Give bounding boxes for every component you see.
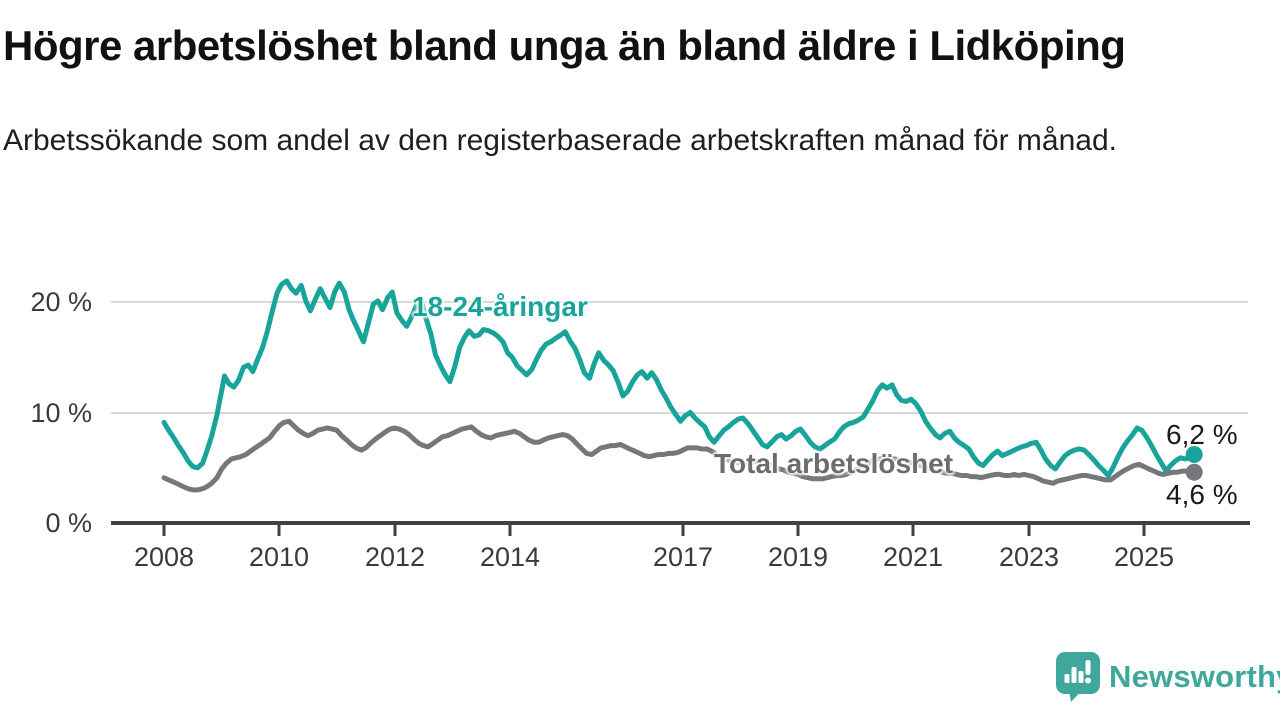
total-line <box>161 418 1197 493</box>
newsworthy-wordmark: Newsworthy <box>1109 659 1280 694</box>
exclamation-bar <box>1085 660 1091 675</box>
youth-end-dot <box>1185 446 1203 463</box>
newsworthy-speech-bubble-chart-icon <box>1056 652 1100 702</box>
y-tick-label-0: 0 % <box>45 508 92 538</box>
x-tick-label-2017: 2017 <box>653 542 713 572</box>
x-tick-label-2012: 2012 <box>365 542 425 572</box>
youth-line <box>161 278 1197 478</box>
x-tick-label-2014: 2014 <box>480 542 540 572</box>
bar-tall <box>1071 667 1077 683</box>
gridlines <box>111 301 1248 414</box>
total-end-value-label: 4,6 % <box>1166 479 1238 510</box>
bar-small <box>1064 674 1070 683</box>
x-tick-label-2025: 2025 <box>1114 542 1174 572</box>
x-tick-label-2008: 2008 <box>134 542 194 572</box>
x-tick-label-2023: 2023 <box>999 542 1059 572</box>
page-subtitle: Arbetssökande som andel av den registerb… <box>3 124 1117 157</box>
y-tick-label-10: 10 % <box>30 398 92 428</box>
exclamation-dot <box>1085 677 1091 684</box>
x-tick-label-2019: 2019 <box>768 542 828 572</box>
y-axis-labels: 0 % 10 % 20 % <box>30 287 92 538</box>
youth-end-value-label: 6,2 % <box>1166 419 1238 450</box>
x-axis: 2008 2010 2012 2014 2017 2019 2021 2023 … <box>111 521 1250 572</box>
youth-series-label: 18-24-åringar <box>412 291 588 322</box>
x-tick-label-2021: 2021 <box>883 542 943 572</box>
newsworthy-logo: Newsworthy <box>1056 652 1280 702</box>
x-tick-label-2010: 2010 <box>249 542 309 572</box>
y-tick-label-20: 20 % <box>30 287 92 317</box>
total-end-dot <box>1185 463 1203 481</box>
bar-medium <box>1078 671 1084 683</box>
page-title: Högre arbetslöshet bland unga än bland ä… <box>3 22 1126 69</box>
total-series-label: Total arbetslöshet <box>714 448 954 479</box>
